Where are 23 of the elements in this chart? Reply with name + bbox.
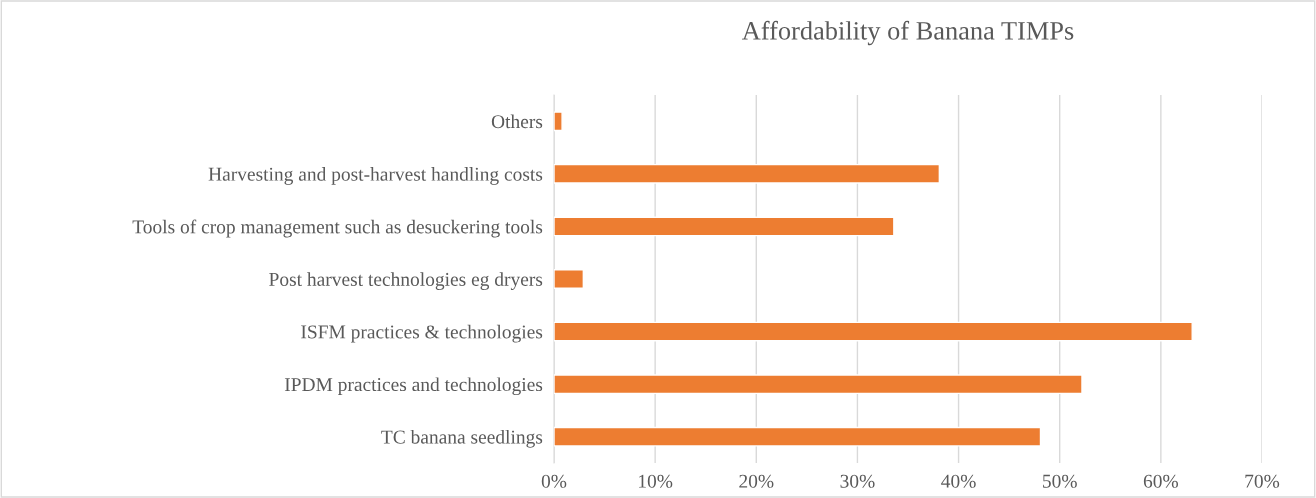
bar — [554, 216, 895, 237]
y-tick-label: TC banana seedlings — [381, 429, 543, 448]
x-tick-label: 10% — [639, 474, 673, 488]
x-tick-label: 50% — [1043, 474, 1077, 488]
chart-title: Affordability of Banana TIMPs — [741, 20, 1074, 46]
x-tick-label: 60% — [1143, 474, 1179, 488]
x-tick-label: 0% — [541, 474, 567, 488]
bar — [554, 321, 1193, 342]
bar — [554, 426, 1042, 447]
bar — [554, 374, 1083, 395]
bar — [554, 163, 941, 184]
x-tick-label: 20% — [739, 474, 774, 488]
y-tick-label: Others — [491, 114, 543, 129]
bar — [554, 269, 585, 289]
bar — [554, 111, 563, 132]
y-tick-label: Post harvest technologies eg dryers — [269, 272, 543, 290]
y-tick-label: IPDM practices and technologies — [284, 377, 543, 396]
y-tick-label: ISFM practices & technologies — [301, 324, 543, 343]
y-tick-label: Tools of crop management such as desuckering tools — [132, 219, 543, 238]
x-tick-label: 70% — [1245, 474, 1280, 488]
x-tick-label: 30% — [840, 474, 875, 488]
y-tick-label: Harvesting and post-harvest handling costs — [208, 167, 543, 185]
x-tick-label: 40% — [941, 474, 976, 488]
